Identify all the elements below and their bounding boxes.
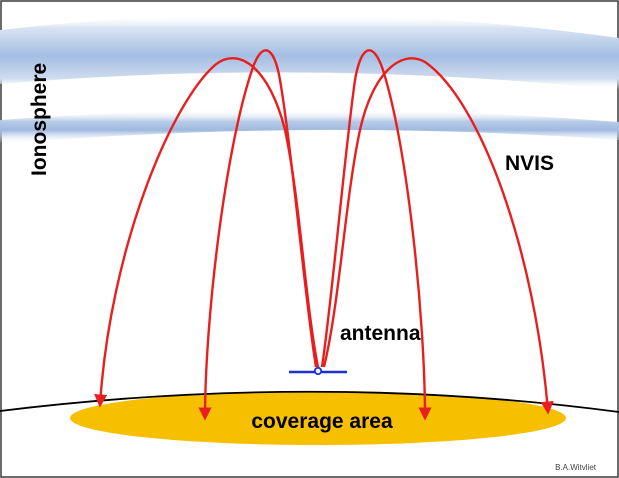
ground-line [0,390,619,413]
ray-right-inner [320,49,432,421]
ionosphere-lower-layer [0,109,619,144]
nvis-label: NVIS [505,152,554,175]
coverage-area-ellipse [70,391,566,445]
coverage-area-label: coverage area [251,410,393,433]
antenna-label: antenna [340,322,421,345]
ray-right-outer [322,57,554,415]
ray-left-inner [198,49,318,421]
author-credit: B.A.Witvliet [555,463,597,472]
ionosphere-label: Ionosphere [28,63,51,176]
antenna-feed-point [313,366,323,376]
ionosphere-upper-layer [0,14,619,91]
